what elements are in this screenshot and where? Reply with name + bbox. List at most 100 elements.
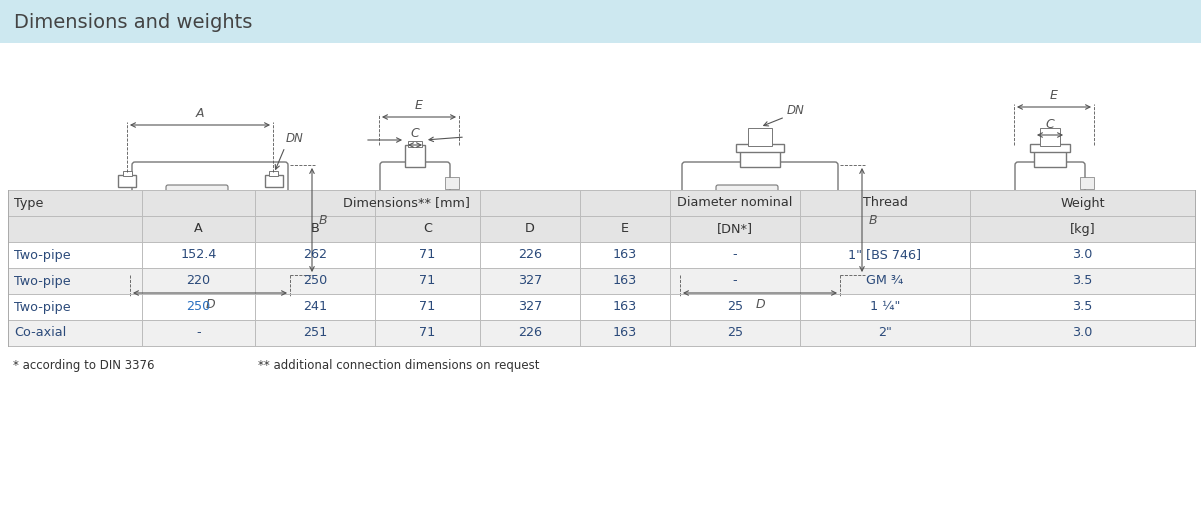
Text: 71: 71 bbox=[419, 327, 436, 339]
Text: D: D bbox=[205, 298, 215, 311]
Text: -: - bbox=[733, 248, 737, 262]
Text: A: A bbox=[195, 223, 203, 235]
Text: * according to DIN 3376: * according to DIN 3376 bbox=[13, 360, 155, 373]
Text: 71: 71 bbox=[419, 300, 436, 314]
Text: 1" [BS 746]: 1" [BS 746] bbox=[848, 248, 921, 262]
Text: 163: 163 bbox=[613, 248, 637, 262]
Bar bbox=[123, 171, 132, 176]
Bar bbox=[271, 268, 289, 275]
Text: E: E bbox=[416, 99, 423, 112]
Bar bbox=[265, 175, 283, 187]
Bar bbox=[8, 320, 1195, 346]
FancyBboxPatch shape bbox=[722, 191, 772, 223]
Bar bbox=[446, 177, 459, 189]
Bar bbox=[446, 211, 459, 223]
Text: DN: DN bbox=[286, 132, 304, 145]
Text: 25: 25 bbox=[727, 300, 743, 314]
Text: 152.4: 152.4 bbox=[180, 248, 216, 262]
Text: 226: 226 bbox=[518, 248, 542, 262]
Text: 3.5: 3.5 bbox=[1072, 300, 1093, 314]
Bar bbox=[118, 175, 136, 187]
Text: 250: 250 bbox=[303, 275, 327, 287]
Bar bbox=[446, 228, 459, 240]
Bar bbox=[1034, 149, 1066, 167]
Text: C: C bbox=[1046, 118, 1054, 131]
Text: Two-pipe: Two-pipe bbox=[14, 300, 71, 314]
Text: 25: 25 bbox=[727, 327, 743, 339]
Text: 3.0: 3.0 bbox=[1072, 327, 1093, 339]
Text: 3.5: 3.5 bbox=[1072, 275, 1093, 287]
Text: 71: 71 bbox=[419, 248, 436, 262]
Text: 163: 163 bbox=[613, 275, 637, 287]
Text: B: B bbox=[311, 223, 319, 235]
Bar bbox=[269, 171, 277, 176]
Text: C: C bbox=[423, 223, 432, 235]
Bar bbox=[1040, 128, 1060, 146]
Text: [kg]: [kg] bbox=[1070, 223, 1095, 235]
FancyBboxPatch shape bbox=[716, 185, 778, 229]
Bar bbox=[821, 268, 839, 275]
Text: 1 ¼": 1 ¼" bbox=[870, 300, 901, 314]
Text: Co-axial: Co-axial bbox=[14, 327, 66, 339]
Bar bbox=[680, 243, 839, 275]
Text: ** additional connection dimensions on request: ** additional connection dimensions on r… bbox=[258, 360, 539, 373]
Bar bbox=[0, 0, 1201, 43]
Text: -: - bbox=[733, 275, 737, 287]
Bar bbox=[8, 268, 1195, 294]
Text: Diameter nominal: Diameter nominal bbox=[677, 196, 793, 210]
Bar bbox=[680, 268, 698, 275]
Bar bbox=[8, 242, 1195, 268]
Text: 220: 220 bbox=[186, 275, 210, 287]
FancyBboxPatch shape bbox=[380, 162, 450, 248]
Bar bbox=[446, 194, 459, 206]
Text: 163: 163 bbox=[613, 327, 637, 339]
Text: C: C bbox=[411, 127, 419, 140]
Circle shape bbox=[778, 204, 785, 211]
Text: Weight: Weight bbox=[1060, 196, 1105, 210]
Text: D: D bbox=[525, 223, 534, 235]
Text: 251: 251 bbox=[303, 327, 327, 339]
Text: 241: 241 bbox=[303, 300, 327, 314]
Text: DN: DN bbox=[787, 104, 805, 117]
Text: Two-pipe: Two-pipe bbox=[14, 275, 71, 287]
Text: 71: 71 bbox=[419, 275, 436, 287]
Bar bbox=[748, 128, 772, 146]
Text: 226: 226 bbox=[518, 327, 542, 339]
Text: 250: 250 bbox=[186, 300, 210, 314]
Bar bbox=[8, 294, 1195, 320]
Text: Type: Type bbox=[14, 196, 43, 210]
Bar bbox=[408, 141, 422, 147]
Text: GM ¾: GM ¾ bbox=[866, 275, 903, 287]
Circle shape bbox=[228, 204, 235, 211]
Text: -: - bbox=[196, 327, 201, 339]
Text: Thread: Thread bbox=[862, 196, 908, 210]
Text: E: E bbox=[621, 223, 629, 235]
Text: 327: 327 bbox=[518, 275, 542, 287]
Text: 327: 327 bbox=[518, 300, 542, 314]
FancyBboxPatch shape bbox=[682, 162, 838, 248]
Text: A: A bbox=[196, 107, 204, 120]
Bar bbox=[380, 243, 452, 275]
Text: Dimensions** [mm]: Dimensions** [mm] bbox=[342, 196, 470, 210]
Bar bbox=[1080, 211, 1094, 223]
FancyBboxPatch shape bbox=[172, 191, 222, 223]
Text: 2": 2" bbox=[878, 327, 892, 339]
Text: 3.0: 3.0 bbox=[1072, 248, 1093, 262]
FancyBboxPatch shape bbox=[1015, 162, 1085, 248]
Text: D: D bbox=[755, 298, 765, 311]
Bar bbox=[1030, 144, 1070, 152]
Bar bbox=[1080, 228, 1094, 240]
Text: [DN*]: [DN*] bbox=[717, 223, 753, 235]
Text: 163: 163 bbox=[613, 300, 637, 314]
Bar bbox=[1080, 177, 1094, 189]
Text: Dimensions and weights: Dimensions and weights bbox=[14, 13, 252, 31]
Text: B: B bbox=[870, 214, 878, 227]
Bar bbox=[130, 243, 289, 275]
Text: B: B bbox=[319, 214, 328, 227]
Bar bbox=[1014, 243, 1086, 275]
Bar bbox=[405, 145, 425, 167]
Bar bbox=[130, 268, 148, 275]
Bar bbox=[736, 144, 784, 152]
Bar bbox=[8, 190, 1195, 216]
FancyBboxPatch shape bbox=[166, 185, 228, 229]
